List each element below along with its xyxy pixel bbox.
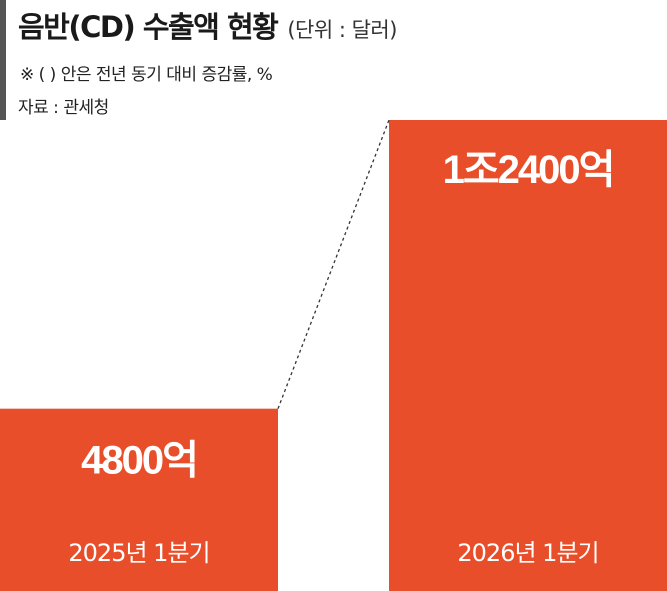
chart-unit: (단위 : 달러) <box>287 18 397 42</box>
chart-title: 음반(CD) 수출액 현황 <box>18 10 279 44</box>
bar-value-label-1: 4800억 <box>81 439 197 483</box>
header-accent-bar <box>0 0 6 120</box>
chart-source: 자료 : 관세청 <box>18 98 109 118</box>
connector-line <box>277 119 390 409</box>
chart-note: ※ ( ) 안은 전년 동기 대비 증감률, % <box>20 65 273 85</box>
bar-value-label-2: 1조2400억 <box>443 148 614 192</box>
category-label-1: 2025년 1분기 <box>68 539 209 567</box>
bar-2 <box>389 120 667 591</box>
bar-1 <box>0 408 278 591</box>
chart-header: 음반(CD) 수출액 현황 (단위 : 달러) <box>18 4 397 48</box>
category-label-2: 2026년 1분기 <box>457 539 598 567</box>
